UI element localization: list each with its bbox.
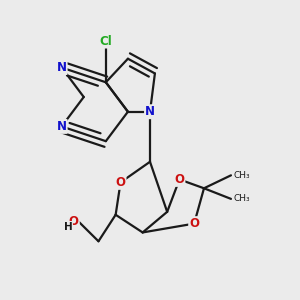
Text: O: O xyxy=(189,217,199,230)
Text: Cl: Cl xyxy=(100,34,112,48)
Text: N: N xyxy=(57,61,67,74)
Text: H: H xyxy=(64,222,72,232)
Text: N: N xyxy=(145,105,155,118)
Text: N: N xyxy=(57,120,67,133)
Text: CH₃: CH₃ xyxy=(233,171,250,180)
Text: CH₃: CH₃ xyxy=(233,194,250,203)
Text: O: O xyxy=(174,173,184,186)
Text: O: O xyxy=(116,176,126,189)
Text: O: O xyxy=(69,215,79,228)
